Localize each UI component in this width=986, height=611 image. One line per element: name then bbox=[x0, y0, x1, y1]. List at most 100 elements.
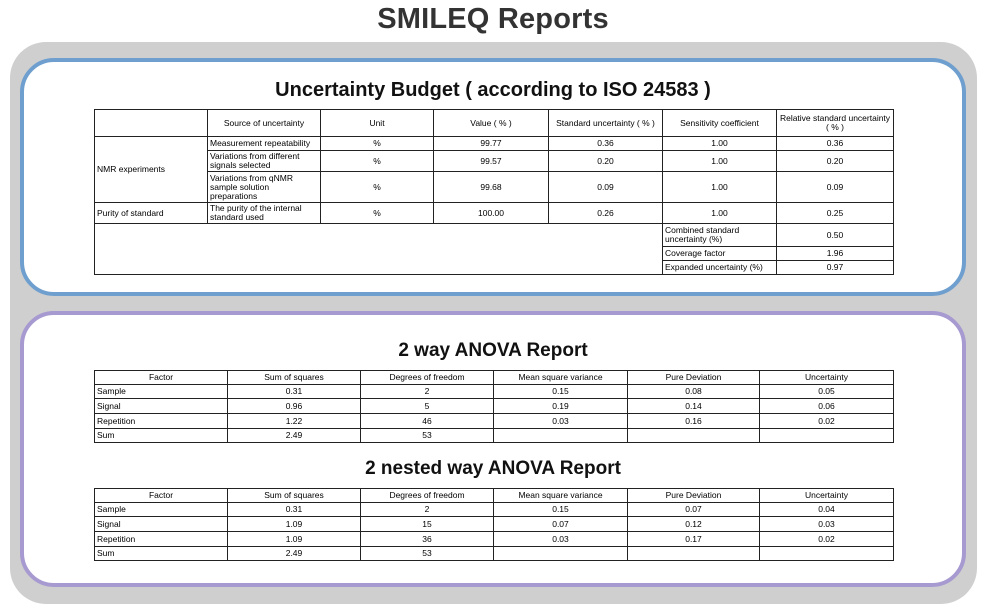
table-row: Sample 0.31 2 0.15 0.07 0.04 bbox=[94, 502, 894, 517]
std-cell: 0.20 bbox=[548, 150, 663, 172]
summary-label: Expanded uncertainty (%) bbox=[662, 260, 777, 275]
value-cell: 0.04 bbox=[759, 502, 894, 517]
summary-row: Expanded uncertainty (%) 0.97 bbox=[95, 260, 894, 275]
value-cell: 99.57 bbox=[433, 150, 549, 172]
value-cell: 0.31 bbox=[227, 502, 361, 517]
factor-cell: Sum bbox=[94, 428, 228, 443]
header-sum-of-squares: Sum of squares bbox=[227, 488, 361, 503]
anova-title: 2 way ANOVA Report bbox=[398, 340, 588, 361]
value-cell: 0.02 bbox=[759, 413, 894, 429]
value-cell: 53 bbox=[360, 428, 494, 443]
header-uncertainty: Uncertainty bbox=[759, 488, 894, 503]
summary-empty-area bbox=[94, 223, 663, 275]
table-header-row: Factor Sum of squares Degrees of freedom… bbox=[94, 370, 894, 385]
nested-anova-title: 2 nested way ANOVA Report bbox=[365, 458, 621, 479]
header-degrees-of-freedom: Degrees of freedom bbox=[360, 488, 494, 503]
header-factor: Factor bbox=[94, 488, 228, 503]
value-cell: 1.09 bbox=[227, 531, 361, 547]
rel-cell: 0.25 bbox=[776, 202, 894, 224]
table-row: NMR experiments Measurement repeatabilit… bbox=[94, 136, 894, 203]
sens-cell: 1.00 bbox=[662, 202, 777, 224]
table-row: Repetition 1.22 46 0.03 0.16 0.02 bbox=[94, 413, 894, 429]
summary-label: Combined standard uncertainty (%) bbox=[662, 223, 777, 247]
value-cell: 100.00 bbox=[433, 202, 549, 224]
summary-row: Coverage factor 1.96 bbox=[95, 246, 894, 261]
value-cell: 0.07 bbox=[493, 516, 628, 532]
value-cell: 99.68 bbox=[433, 171, 549, 203]
table-header-row: Source of uncertainty Unit Value ( % ) S… bbox=[94, 109, 894, 137]
value-cell: 0.16 bbox=[627, 413, 760, 429]
sens-cell: 1.00 bbox=[662, 150, 777, 172]
header-sum-of-squares: Sum of squares bbox=[227, 370, 361, 385]
header-value: Value ( % ) bbox=[433, 109, 549, 137]
value-cell: 0.02 bbox=[759, 531, 894, 547]
summary-row: Combined standard uncertainty (%) 0.50 bbox=[94, 223, 894, 275]
source-cell: The purity of the internal standard used bbox=[207, 202, 321, 224]
summary-value: 0.97 bbox=[776, 260, 894, 275]
header-pure-deviation: Pure Deviation bbox=[627, 370, 760, 385]
factor-cell: Signal bbox=[94, 516, 228, 532]
unit-cell: % bbox=[320, 202, 434, 224]
value-cell bbox=[627, 428, 760, 443]
value-cell: 0.31 bbox=[227, 384, 361, 399]
uncertainty-budget-title: Uncertainty Budget ( according to ISO 24… bbox=[275, 79, 711, 101]
table-row: Purity of standard The purity of the int… bbox=[94, 202, 894, 224]
factor-cell: Sample bbox=[94, 384, 228, 399]
value-cell: 0.12 bbox=[627, 516, 760, 532]
value-cell: 0.03 bbox=[493, 413, 628, 429]
value-cell: 0.15 bbox=[493, 384, 628, 399]
source-cell: Variations from qNMR sample solution pre… bbox=[207, 171, 321, 203]
rel-cell: 0.20 bbox=[776, 150, 894, 172]
value-cell: 0.07 bbox=[627, 502, 760, 517]
value-cell: 2 bbox=[360, 384, 494, 399]
header-uncertainty: Uncertainty bbox=[759, 370, 894, 385]
factor-cell: Sum bbox=[94, 546, 228, 561]
value-cell: 2 bbox=[360, 502, 494, 517]
value-cell: 1.09 bbox=[227, 516, 361, 532]
factor-cell: Repetition bbox=[94, 531, 228, 547]
value-cell: 2.49 bbox=[227, 428, 361, 443]
value-cell: 2.49 bbox=[227, 546, 361, 561]
value-cell bbox=[759, 546, 894, 561]
table-row: Signal 0.96 5 0.19 0.14 0.06 bbox=[94, 398, 894, 414]
summary-value: 1.96 bbox=[776, 246, 894, 261]
table-row: Repetition 1.09 36 0.03 0.17 0.02 bbox=[94, 531, 894, 547]
unit-cell: % bbox=[320, 136, 434, 151]
value-cell bbox=[627, 546, 760, 561]
header-sensitivity: Sensitivity coefficient bbox=[662, 109, 777, 137]
summary-label: Coverage factor bbox=[662, 246, 777, 261]
table-row: Sum 2.49 53 bbox=[94, 428, 894, 443]
uncertainty-budget-table: Source of uncertainty Unit Value ( % ) S… bbox=[94, 109, 894, 275]
value-cell: 99.77 bbox=[433, 136, 549, 151]
header-unit: Unit bbox=[320, 109, 434, 137]
header-factor: Factor bbox=[94, 370, 228, 385]
factor-cell: Sample bbox=[94, 502, 228, 517]
rel-cell: 0.09 bbox=[776, 171, 894, 203]
table-row: Variations from different signals select… bbox=[95, 150, 894, 172]
header-source: Source of uncertainty bbox=[207, 109, 321, 137]
value-cell: 0.19 bbox=[493, 398, 628, 414]
std-cell: 0.26 bbox=[548, 202, 663, 224]
value-cell: 0.96 bbox=[227, 398, 361, 414]
nested-anova-table: Factor Sum of squares Degrees of freedom… bbox=[94, 488, 894, 561]
std-cell: 0.36 bbox=[548, 136, 663, 151]
table-row: Sum 2.49 53 bbox=[94, 546, 894, 561]
sens-cell: 1.00 bbox=[662, 171, 777, 203]
value-cell: 0.06 bbox=[759, 398, 894, 414]
std-cell: 0.09 bbox=[548, 171, 663, 203]
header-mean-square: Mean square variance bbox=[493, 370, 628, 385]
value-cell: 0.03 bbox=[759, 516, 894, 532]
factor-cell: Signal bbox=[94, 398, 228, 414]
header-mean-square: Mean square variance bbox=[493, 488, 628, 503]
value-cell: 0.03 bbox=[493, 531, 628, 547]
value-cell bbox=[759, 428, 894, 443]
header-pure-deviation: Pure Deviation bbox=[627, 488, 760, 503]
table-row: Sample 0.31 2 0.15 0.08 0.05 bbox=[94, 384, 894, 399]
factor-cell: Repetition bbox=[94, 413, 228, 429]
value-cell bbox=[493, 546, 628, 561]
table-row: Variations from qNMR sample solution pre… bbox=[95, 171, 894, 203]
header-degrees-of-freedom: Degrees of freedom bbox=[360, 370, 494, 385]
value-cell: 5 bbox=[360, 398, 494, 414]
sens-cell: 1.00 bbox=[662, 136, 777, 151]
value-cell: 53 bbox=[360, 546, 494, 561]
